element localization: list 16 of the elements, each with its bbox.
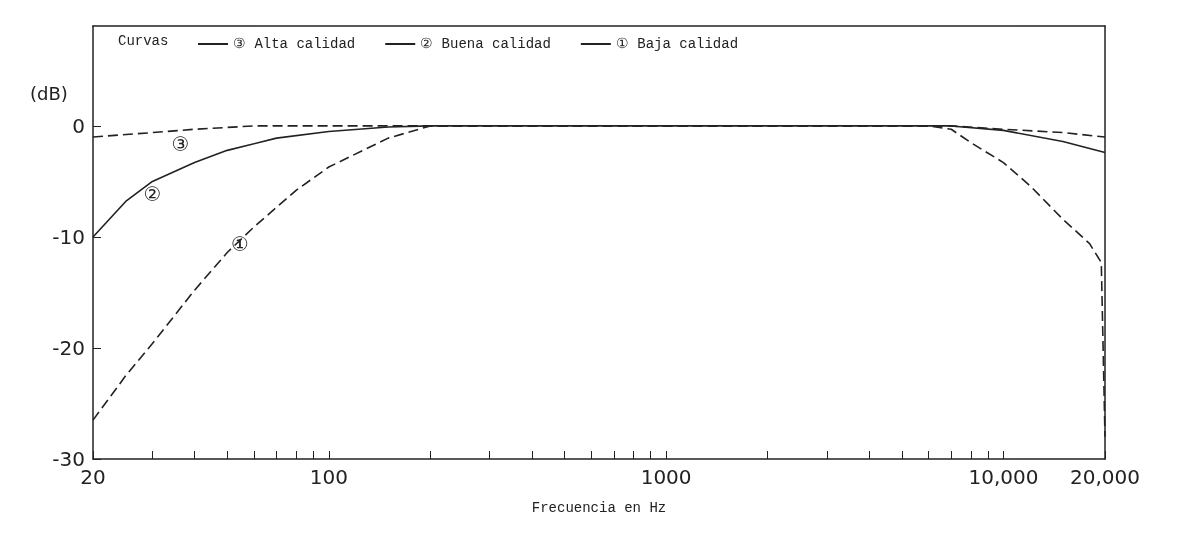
y-tick-label: -20 — [52, 335, 85, 360]
x-tick-label: 10,000 — [968, 465, 1039, 489]
legend-label: ① Baja calidad — [615, 36, 739, 52]
annotation: ① — [230, 231, 249, 256]
legend-label: ③ Alta calidad — [233, 36, 356, 52]
x-tick-label: 1000 — [640, 465, 692, 489]
y-tick-label: 0 — [72, 113, 85, 138]
legend-title: Curvas — [118, 33, 169, 49]
legend-label: ② Buena calidad — [420, 36, 551, 52]
y-tick-label: -10 — [52, 224, 85, 249]
x-tick-label: 20,000 — [1070, 465, 1140, 489]
x-tick-label: 100 — [309, 465, 348, 489]
y-axis-title: (dB) — [30, 82, 68, 104]
x-axis-title: Frecuencia en Hz — [531, 500, 667, 516]
annotation: ③ — [171, 131, 190, 156]
annotation: ② — [143, 181, 162, 206]
